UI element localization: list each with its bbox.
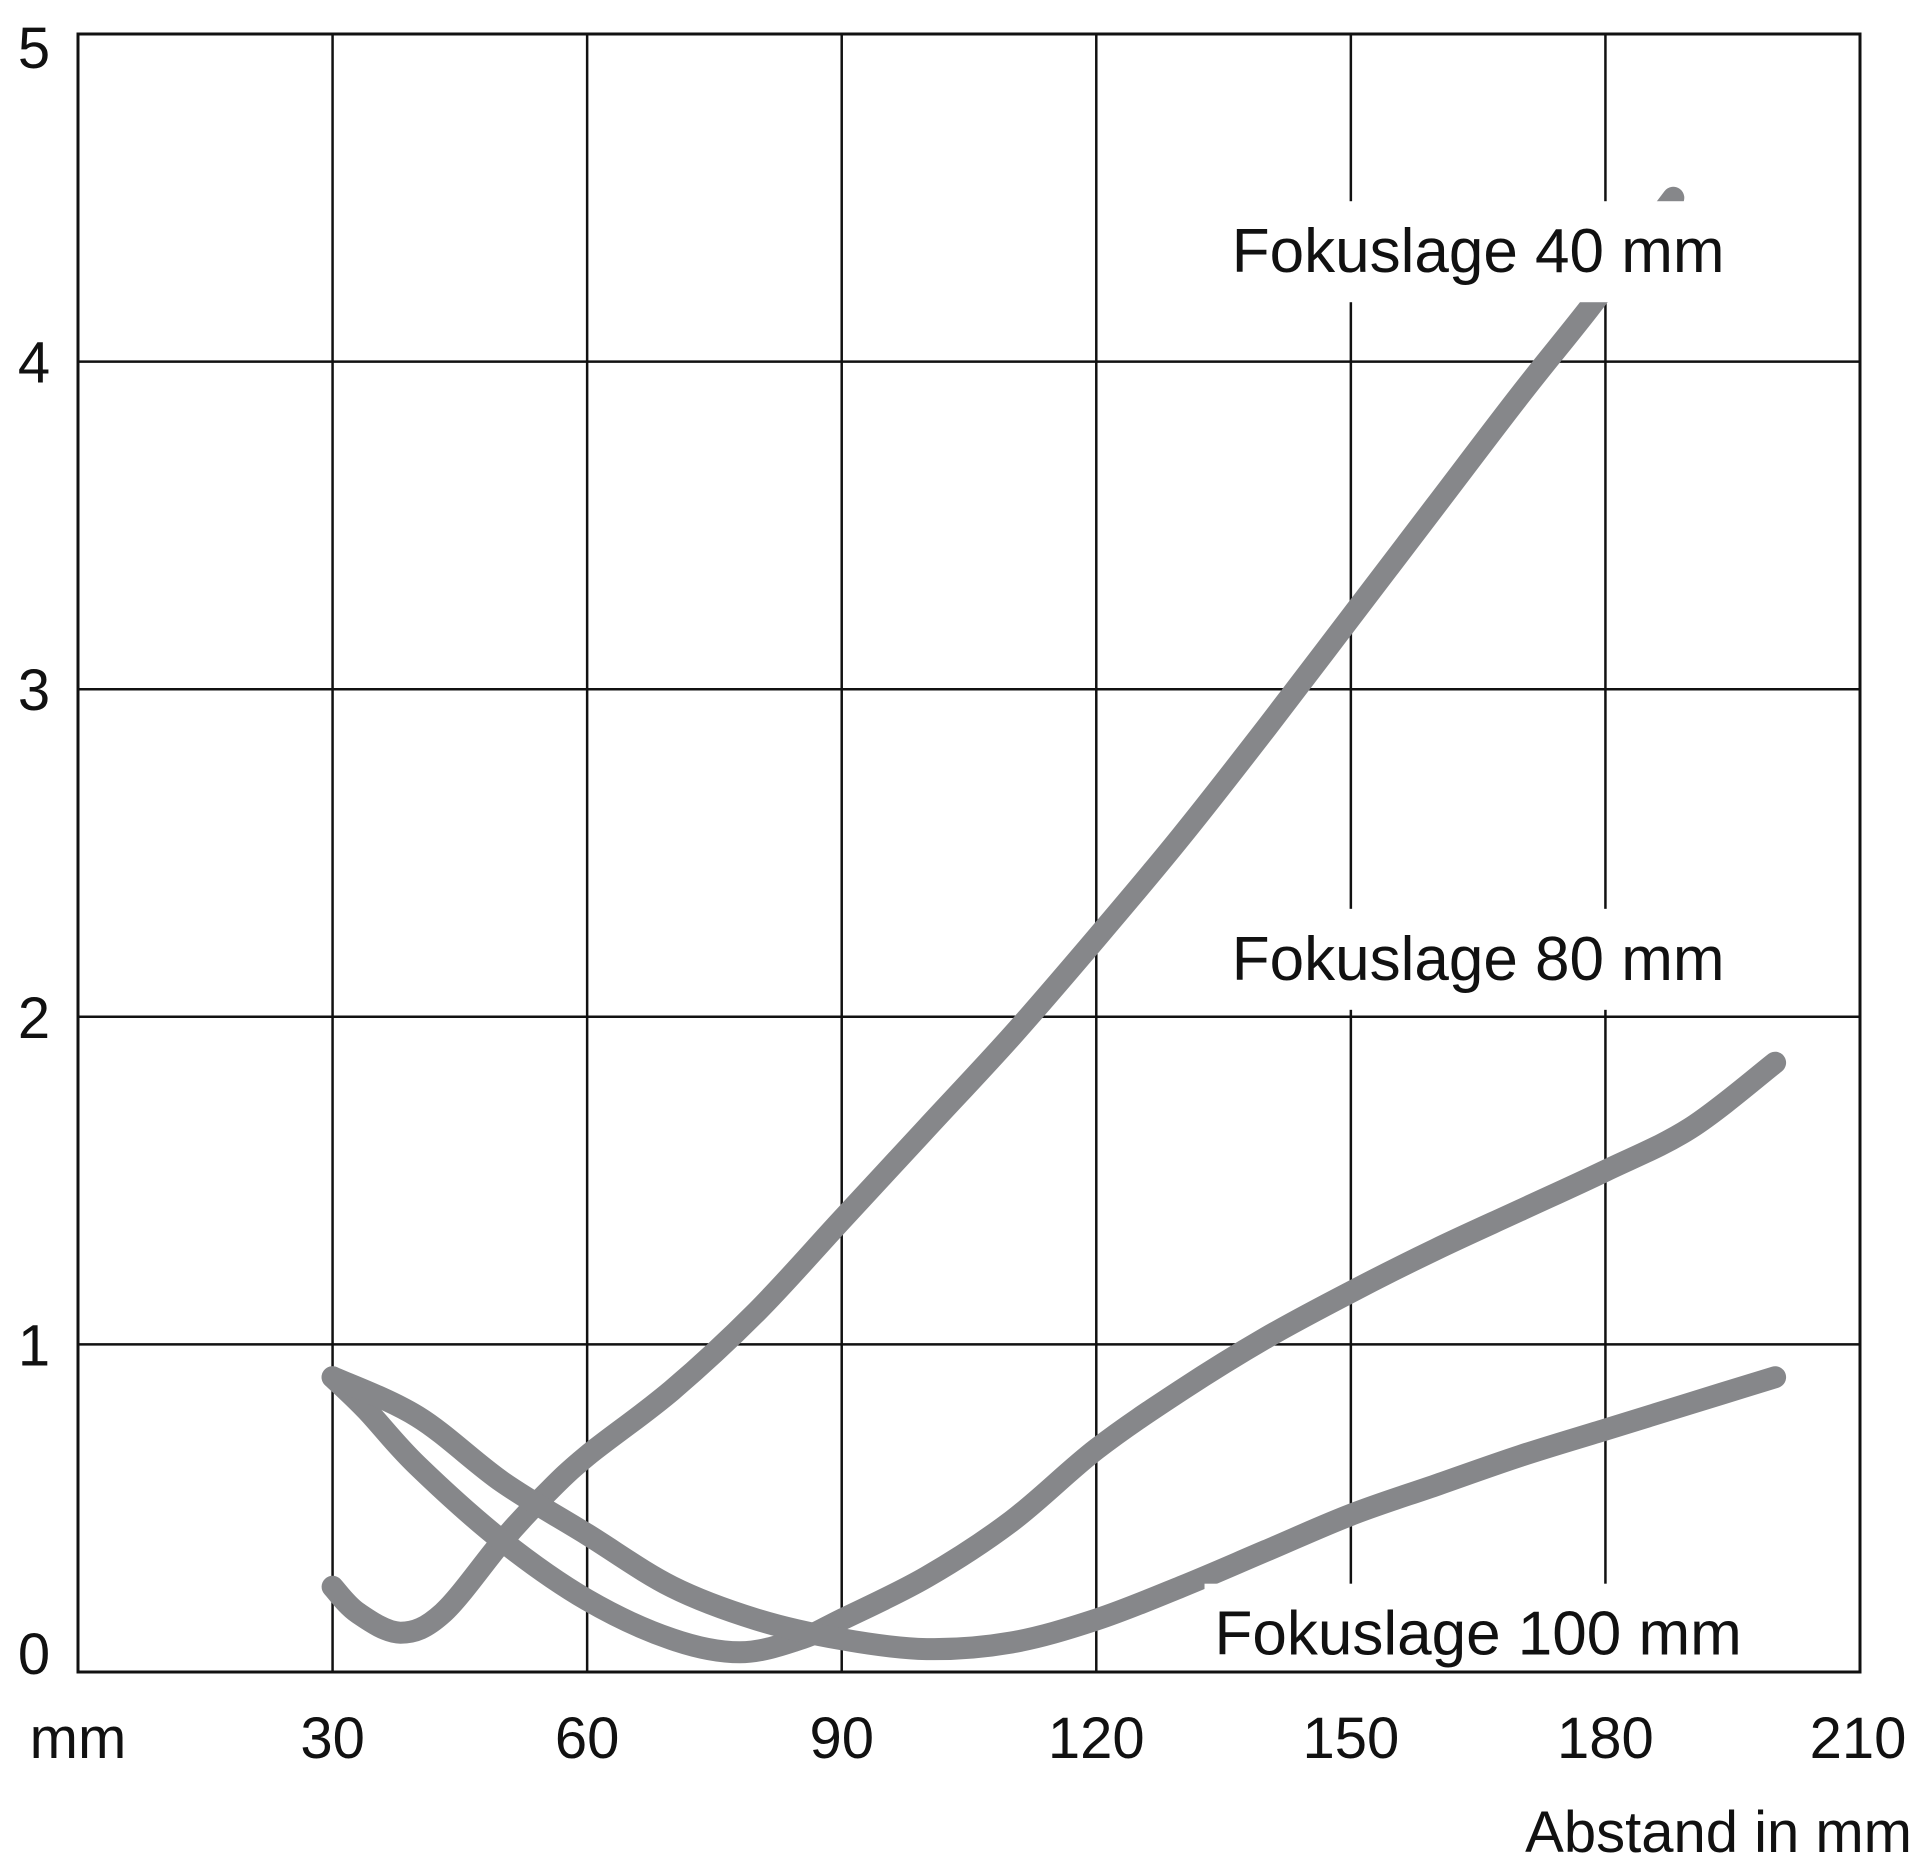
y-tick-label: 0 xyxy=(18,1622,50,1687)
series-label-fokuslage-100-mm: Fokuslage 100 mm xyxy=(1215,1600,1742,1669)
x-axis-unit-label: mm xyxy=(30,1706,127,1771)
x-tick-label: 180 xyxy=(1557,1706,1654,1771)
x-tick-label: 210 xyxy=(1810,1706,1907,1771)
x-tick-label: 30 xyxy=(300,1706,365,1771)
series-label-group-fokuslage-100-mm: Fokuslage 100 mm xyxy=(1204,1583,1752,1685)
series-label-background xyxy=(1221,201,1735,303)
x-axis-ticks: 30 60 90 120 150 180 210 xyxy=(300,1706,1906,1771)
x-tick-label: 150 xyxy=(1302,1706,1399,1771)
series-layer xyxy=(321,186,1787,1664)
y-tick-label: 5 xyxy=(18,16,50,81)
series-label-background xyxy=(1204,1583,1752,1685)
series-label-fokuslage-40-mm: Fokuslage 40 mm xyxy=(1232,217,1725,286)
x-tick-label: 120 xyxy=(1048,1706,1145,1771)
y-tick-label: 4 xyxy=(18,331,50,396)
series-label-layer: Fokuslage 40 mm Fokuslage 80 mm Fokuslage … xyxy=(1204,201,1752,1685)
y-axis-ticks: 0 1 2 3 4 5 xyxy=(18,16,50,1687)
y-tick-label: 3 xyxy=(18,658,50,723)
series-label-group-fokuslage-40-mm: Fokuslage 40 mm xyxy=(1221,201,1735,303)
series-label-group-fokuslage-80-mm: Fokuslage 80 mm xyxy=(1221,908,1735,1010)
x-tick-label: 60 xyxy=(555,1706,620,1771)
series-line-fokuslage-80-mm xyxy=(321,1051,1787,1664)
series-label-background xyxy=(1221,908,1735,1010)
y-tick-label: 1 xyxy=(18,1313,50,1378)
plot-frame xyxy=(76,32,1862,1674)
series-label-fokuslage-80-mm: Fokuslage 80 mm xyxy=(1232,925,1725,994)
y-tick-label: 2 xyxy=(18,986,50,1051)
series-line-fokuslage-100-mm xyxy=(321,1366,1787,1661)
x-axis-title: Abstand in mm xyxy=(1525,1800,1912,1865)
x-tick-label: 90 xyxy=(809,1706,874,1771)
grid xyxy=(78,34,1860,1672)
